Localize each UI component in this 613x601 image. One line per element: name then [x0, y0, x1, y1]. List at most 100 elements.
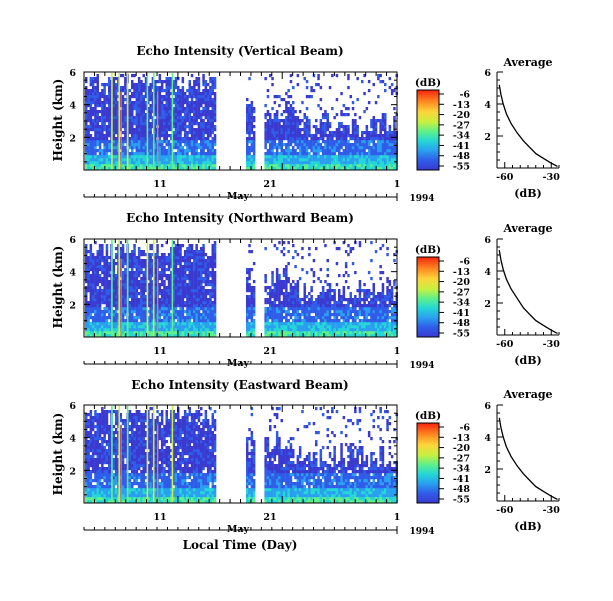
heatmap-cell — [124, 149, 127, 153]
heatmap-cell — [147, 316, 150, 320]
heatmap-cell — [321, 113, 325, 117]
heatmap-cell — [154, 89, 157, 93]
colorbar-tick-label: -55 — [453, 162, 470, 173]
heatmap-cell — [147, 295, 150, 299]
heatmap-cell — [114, 334, 118, 338]
heatmap-cell — [246, 268, 249, 272]
heatmap-cell — [303, 113, 306, 117]
heatmap-cell — [193, 274, 196, 278]
heatmap-cell — [121, 334, 125, 338]
heatmap-cell — [340, 92, 343, 96]
heatmap-cell — [384, 152, 387, 156]
heatmap-cell — [195, 155, 198, 159]
heatmap-cell — [188, 125, 191, 129]
heatmap-cell — [271, 161, 274, 165]
heatmap-cell — [101, 331, 104, 335]
heatmap-cell — [183, 256, 187, 260]
heatmap-cell — [142, 280, 145, 284]
heatmap-cell — [87, 322, 90, 326]
heatmap-cell — [335, 158, 339, 162]
heatmap-cell — [285, 107, 288, 111]
heatmap-cell — [200, 116, 203, 120]
heatmap-cell — [287, 313, 290, 317]
heatmap-cell — [303, 167, 306, 171]
heatmap-cell — [287, 143, 290, 147]
heatmap-cell — [211, 250, 214, 254]
heatmap-cell — [280, 322, 283, 326]
heatmap-cell — [124, 310, 127, 314]
heatmap-cell — [108, 80, 111, 84]
heatmap-cell — [206, 83, 210, 87]
heatmap-cell — [248, 113, 251, 117]
heatmap-cell — [112, 140, 116, 144]
heatmap-cell — [85, 289, 88, 293]
heatmap-cell — [292, 152, 295, 156]
heatmap-cell — [206, 301, 210, 305]
heatmap-cell — [294, 164, 297, 168]
heatmap-cell — [140, 280, 143, 284]
heatmap-cell — [206, 107, 210, 111]
heatmap-cell — [372, 125, 375, 129]
heatmap-cell — [163, 164, 166, 168]
heatmap-cell — [308, 319, 311, 323]
heatmap-cell — [211, 155, 214, 159]
heatmap-cell — [128, 325, 132, 329]
heatmap-cell — [177, 256, 180, 260]
heatmap-cell — [264, 277, 267, 281]
heatmap-cell — [89, 107, 93, 111]
heatmap-cell — [347, 152, 350, 156]
heatmap-cell — [114, 313, 118, 317]
heatmap-cell — [271, 122, 274, 126]
heatmap-cell — [275, 116, 279, 120]
heatmap-cell — [200, 140, 203, 144]
heatmap-cell — [85, 253, 88, 257]
heatmap-cell — [147, 301, 150, 305]
heatmap-cell — [133, 86, 136, 90]
heatmap-cell — [246, 149, 249, 153]
heatmap-cell — [211, 89, 214, 93]
heatmap-cell — [361, 146, 364, 150]
heatmap-cell — [121, 274, 125, 278]
heatmap-cell — [275, 155, 279, 159]
heatmap-cell — [181, 292, 185, 296]
heatmap-cell — [202, 143, 205, 147]
heatmap-cell — [112, 158, 116, 162]
heatmap-cell — [285, 280, 288, 284]
heatmap-cell — [91, 292, 95, 296]
heatmap-cell — [303, 128, 306, 132]
heatmap-streak — [120, 91, 122, 170]
heatmap-cell — [135, 104, 139, 108]
heatmap-cell — [193, 307, 196, 311]
heatmap-cell — [112, 164, 116, 168]
heatmap-cell — [154, 301, 157, 305]
heatmap-cell — [96, 164, 99, 168]
heatmap-cell — [303, 137, 306, 141]
heatmap-cell — [137, 98, 141, 102]
heatmap-cell — [273, 325, 277, 329]
heatmap-cell — [133, 83, 136, 87]
heatmap-cell — [170, 256, 173, 260]
heatmap-cell — [167, 164, 171, 168]
heatmap-cell — [303, 143, 306, 147]
heatmap-cell — [163, 89, 166, 93]
heatmap-cell — [367, 143, 371, 147]
heatmap-cell — [342, 158, 346, 162]
heatmap-cell — [165, 325, 168, 329]
heatmap-cell — [144, 155, 148, 159]
heatmap-cell — [163, 119, 166, 123]
heatmap-cell — [170, 98, 173, 102]
heatmap-cell — [181, 268, 185, 272]
heatmap-cell — [197, 328, 201, 332]
heatmap-cell — [213, 119, 217, 123]
heatmap-cell — [154, 316, 157, 320]
heatmap-cell — [340, 167, 343, 171]
heatmap-cell — [186, 319, 189, 323]
heatmap-cell — [209, 298, 212, 302]
heatmap-cell — [195, 140, 198, 144]
heatmap-cell — [195, 280, 198, 284]
heatmap-cell — [87, 134, 90, 138]
heatmap-cell — [154, 143, 157, 147]
heatmap-cell — [206, 92, 210, 96]
heatmap-cell — [87, 328, 90, 332]
heatmap-cell — [103, 310, 106, 314]
